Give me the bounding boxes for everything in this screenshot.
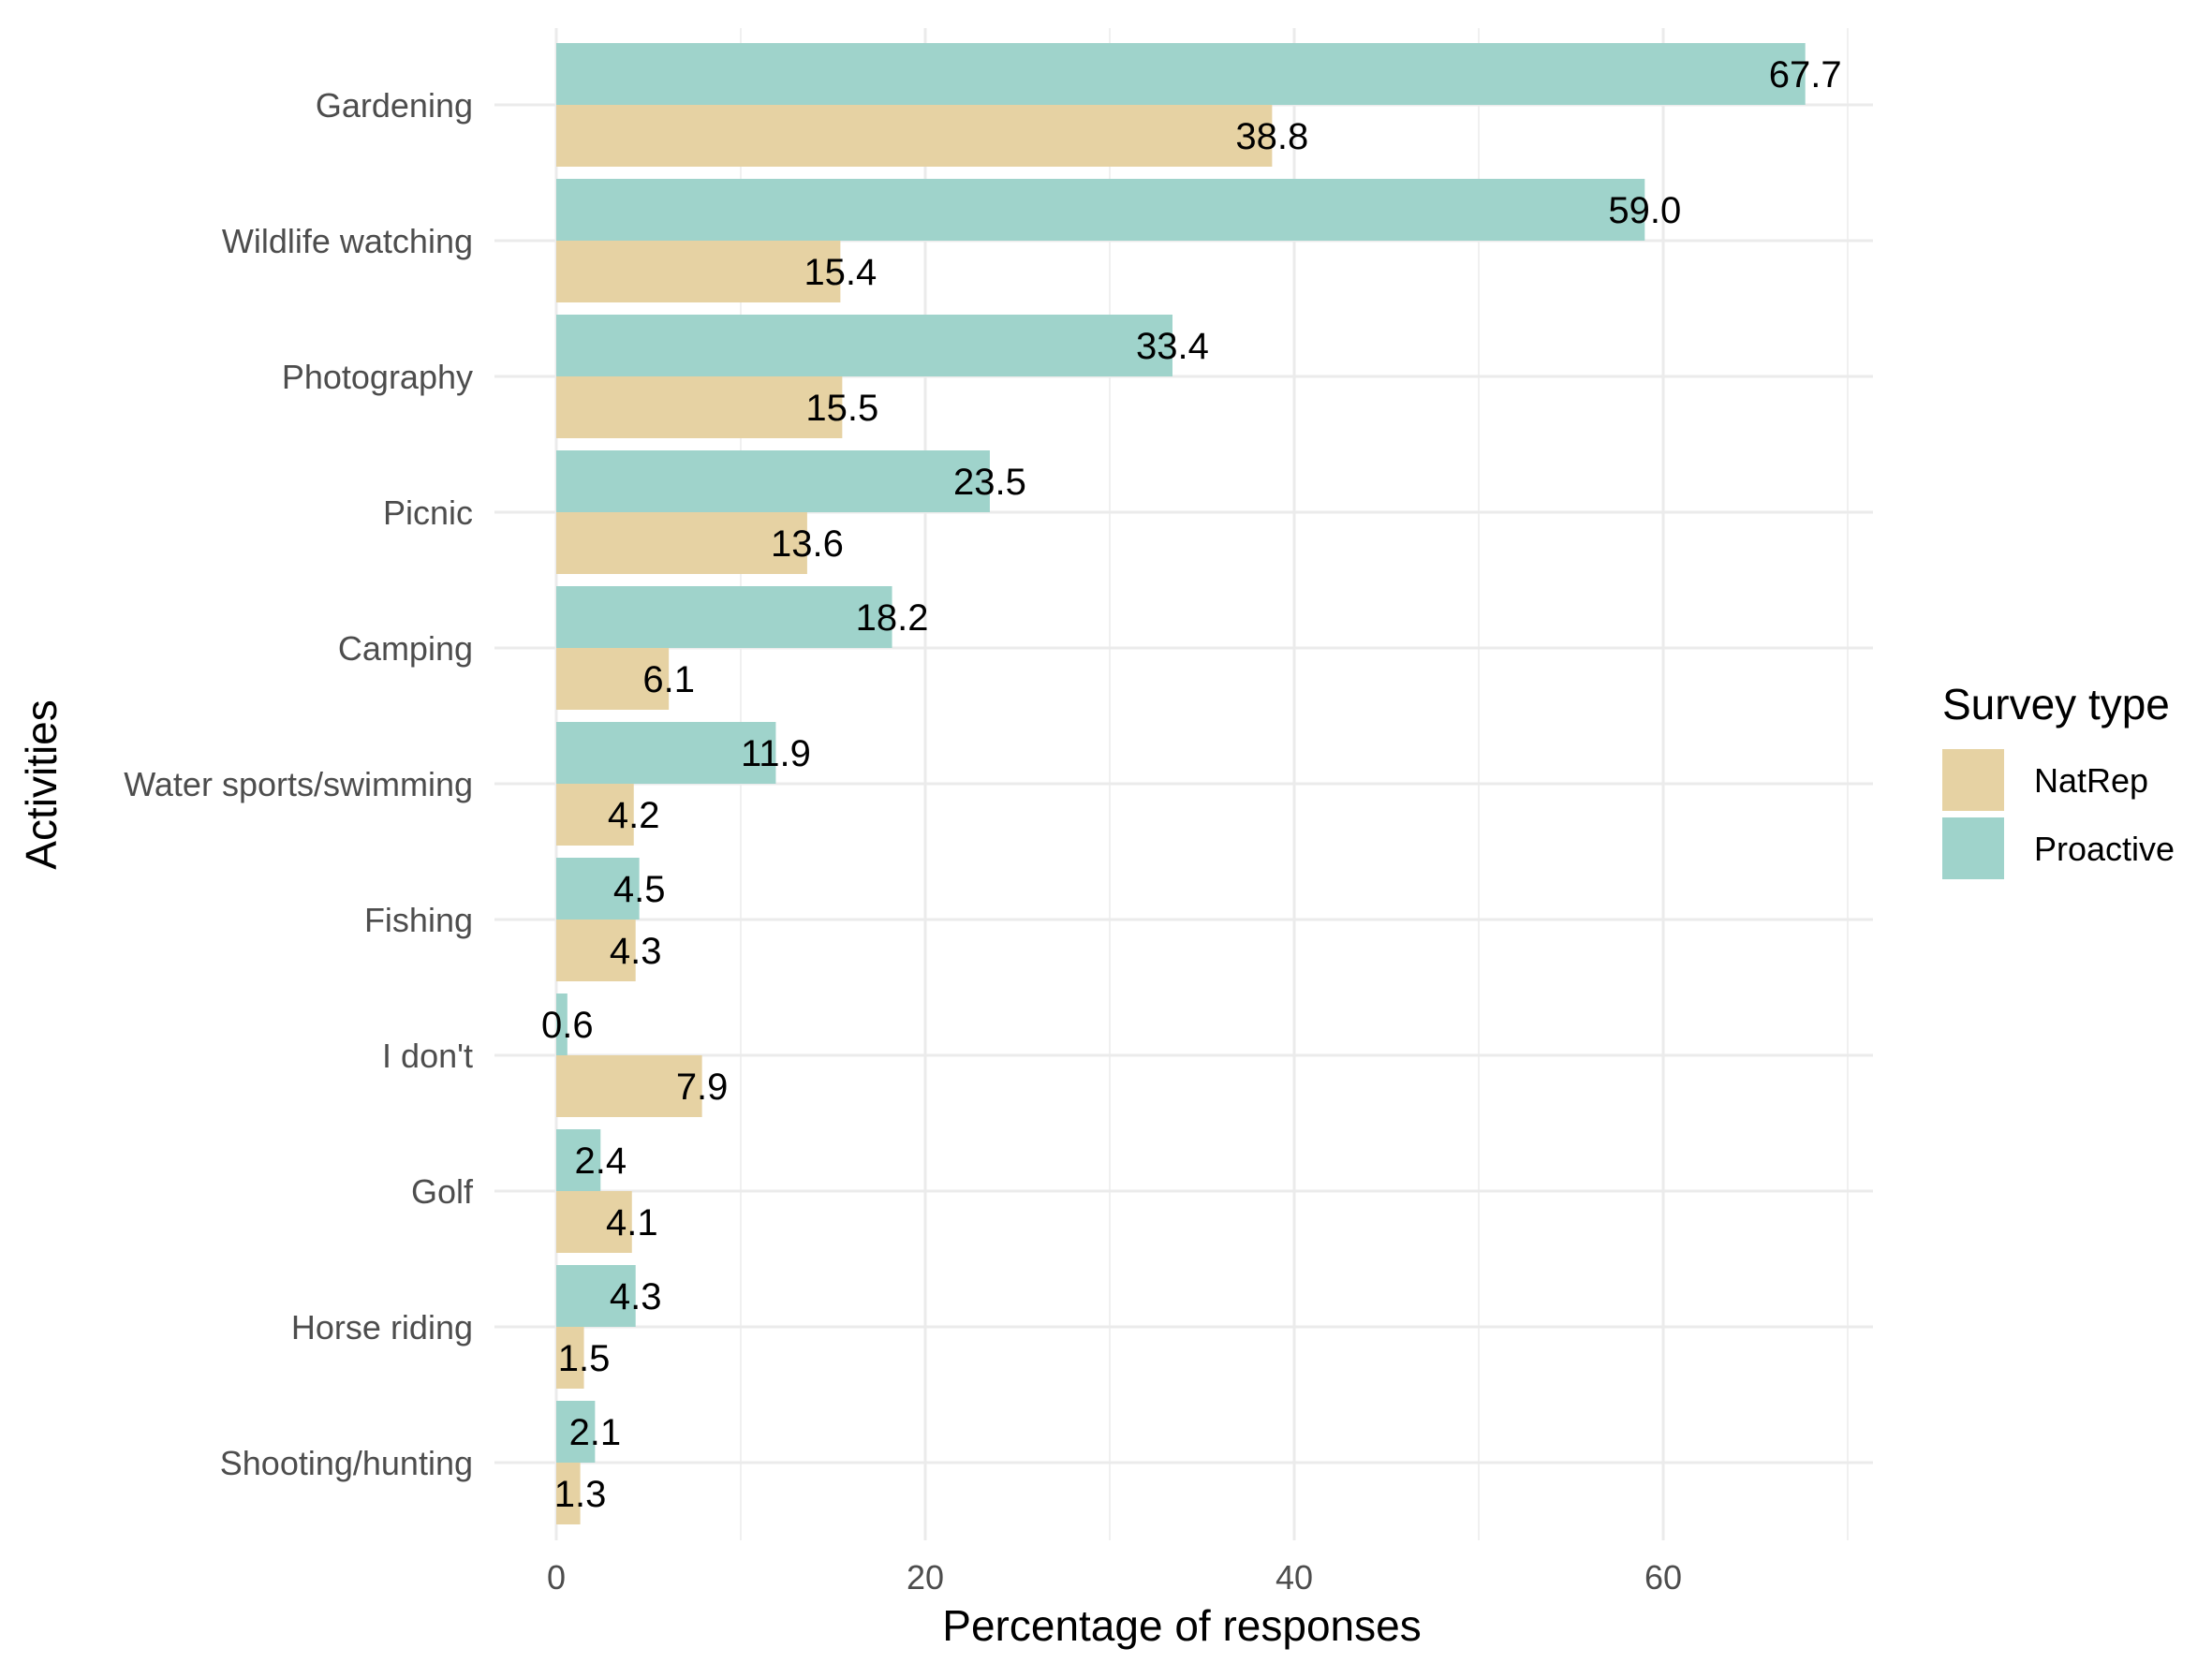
y-tick-label: Horse riding xyxy=(291,1308,473,1347)
bar-natrep xyxy=(556,920,636,981)
data-label-proactive: 11.9 xyxy=(741,733,811,774)
bar-proactive xyxy=(556,450,990,512)
bar-natrep xyxy=(556,1327,584,1389)
y-tick-label: Camping xyxy=(338,629,473,668)
y-tick-label: Shooting/hunting xyxy=(220,1444,473,1482)
legend-key-swatch xyxy=(1942,749,2004,811)
bar-proactive xyxy=(556,1401,596,1463)
x-axis-title: Percentage of responses xyxy=(942,1601,1421,1650)
data-label-natrep: 38.8 xyxy=(1235,116,1308,157)
data-label-natrep: 1.3 xyxy=(554,1474,607,1515)
data-label-proactive: 2.4 xyxy=(574,1141,627,1182)
data-label-natrep: 4.1 xyxy=(606,1202,658,1244)
x-tick-label: 20 xyxy=(907,1558,944,1597)
bar-proactive xyxy=(556,43,1806,105)
bar-natrep xyxy=(556,512,807,574)
bar-proactive xyxy=(556,722,776,784)
y-tick-label: Gardening xyxy=(316,86,473,125)
y-axis-title: Activities xyxy=(17,699,66,869)
data-label-proactive: 23.5 xyxy=(953,462,1026,503)
x-tick-label: 60 xyxy=(1644,1558,1682,1597)
bar-proactive xyxy=(556,179,1645,241)
data-label-natrep: 1.5 xyxy=(558,1338,611,1379)
legend-label: Proactive xyxy=(2034,830,2175,868)
bar-natrep xyxy=(556,648,670,710)
bar-natrep xyxy=(556,105,1273,167)
legend-key-swatch xyxy=(1942,817,2004,879)
axis-layer: Gardening Wildlife watching Photography Pic… xyxy=(124,86,1682,1597)
y-tick-label: Golf xyxy=(411,1172,474,1211)
data-label-proactive: 2.1 xyxy=(569,1412,622,1453)
y-tick-label: I don't xyxy=(382,1037,473,1075)
x-tick-label: 40 xyxy=(1276,1558,1313,1597)
data-label-natrep: 4.2 xyxy=(608,795,660,836)
y-tick-label: Water sports/swimming xyxy=(124,765,473,803)
legend-label: NatRep xyxy=(2034,761,2148,800)
bar-proactive xyxy=(556,858,640,920)
x-tick-label: 0 xyxy=(547,1558,566,1597)
bar-layer xyxy=(556,43,1806,1524)
data-label-layer: 67.7 38.8 59.0 15.4 33.4 15.5 23.5 13.6 18.2 6.1 1… xyxy=(541,54,1842,1515)
bar-proactive xyxy=(556,1265,636,1327)
bar-proactive xyxy=(556,586,892,648)
data-label-natrep: 13.6 xyxy=(771,523,844,565)
bar-proactive xyxy=(556,993,568,1055)
data-label-proactive: 4.5 xyxy=(613,869,666,910)
legend-entries: NatRep Proactive xyxy=(1942,749,2175,879)
legend: Survey type NatRep Proactive xyxy=(1942,680,2175,879)
data-label-proactive: 59.0 xyxy=(1608,190,1681,231)
y-tick-label: Picnic xyxy=(383,493,473,532)
y-tick-label: Photography xyxy=(282,358,473,396)
data-label-proactive: 18.2 xyxy=(856,597,929,639)
bar-natrep xyxy=(556,1055,702,1117)
data-label-natrep: 6.1 xyxy=(642,659,695,700)
y-tick-label: Fishing xyxy=(364,901,473,939)
bar-proactive xyxy=(556,1129,601,1191)
data-label-proactive: 4.3 xyxy=(610,1276,662,1317)
legend-title: Survey type xyxy=(1942,680,2170,728)
data-label-natrep: 15.5 xyxy=(805,388,878,429)
bar-proactive xyxy=(556,315,1172,376)
bar-natrep xyxy=(556,241,841,302)
data-label-natrep: 4.3 xyxy=(610,931,662,972)
data-label-proactive: 33.4 xyxy=(1136,326,1209,367)
data-label-proactive: 67.7 xyxy=(1769,54,1842,96)
bar-natrep xyxy=(556,376,843,438)
bar-natrep xyxy=(556,1191,632,1253)
y-tick-label: Wildlife watching xyxy=(222,222,473,260)
data-label-natrep: 15.4 xyxy=(804,252,877,293)
data-label-proactive: 0.6 xyxy=(541,1005,594,1046)
data-label-natrep: 7.9 xyxy=(676,1067,729,1108)
bar-natrep xyxy=(556,784,634,846)
bar-natrep xyxy=(556,1463,581,1524)
